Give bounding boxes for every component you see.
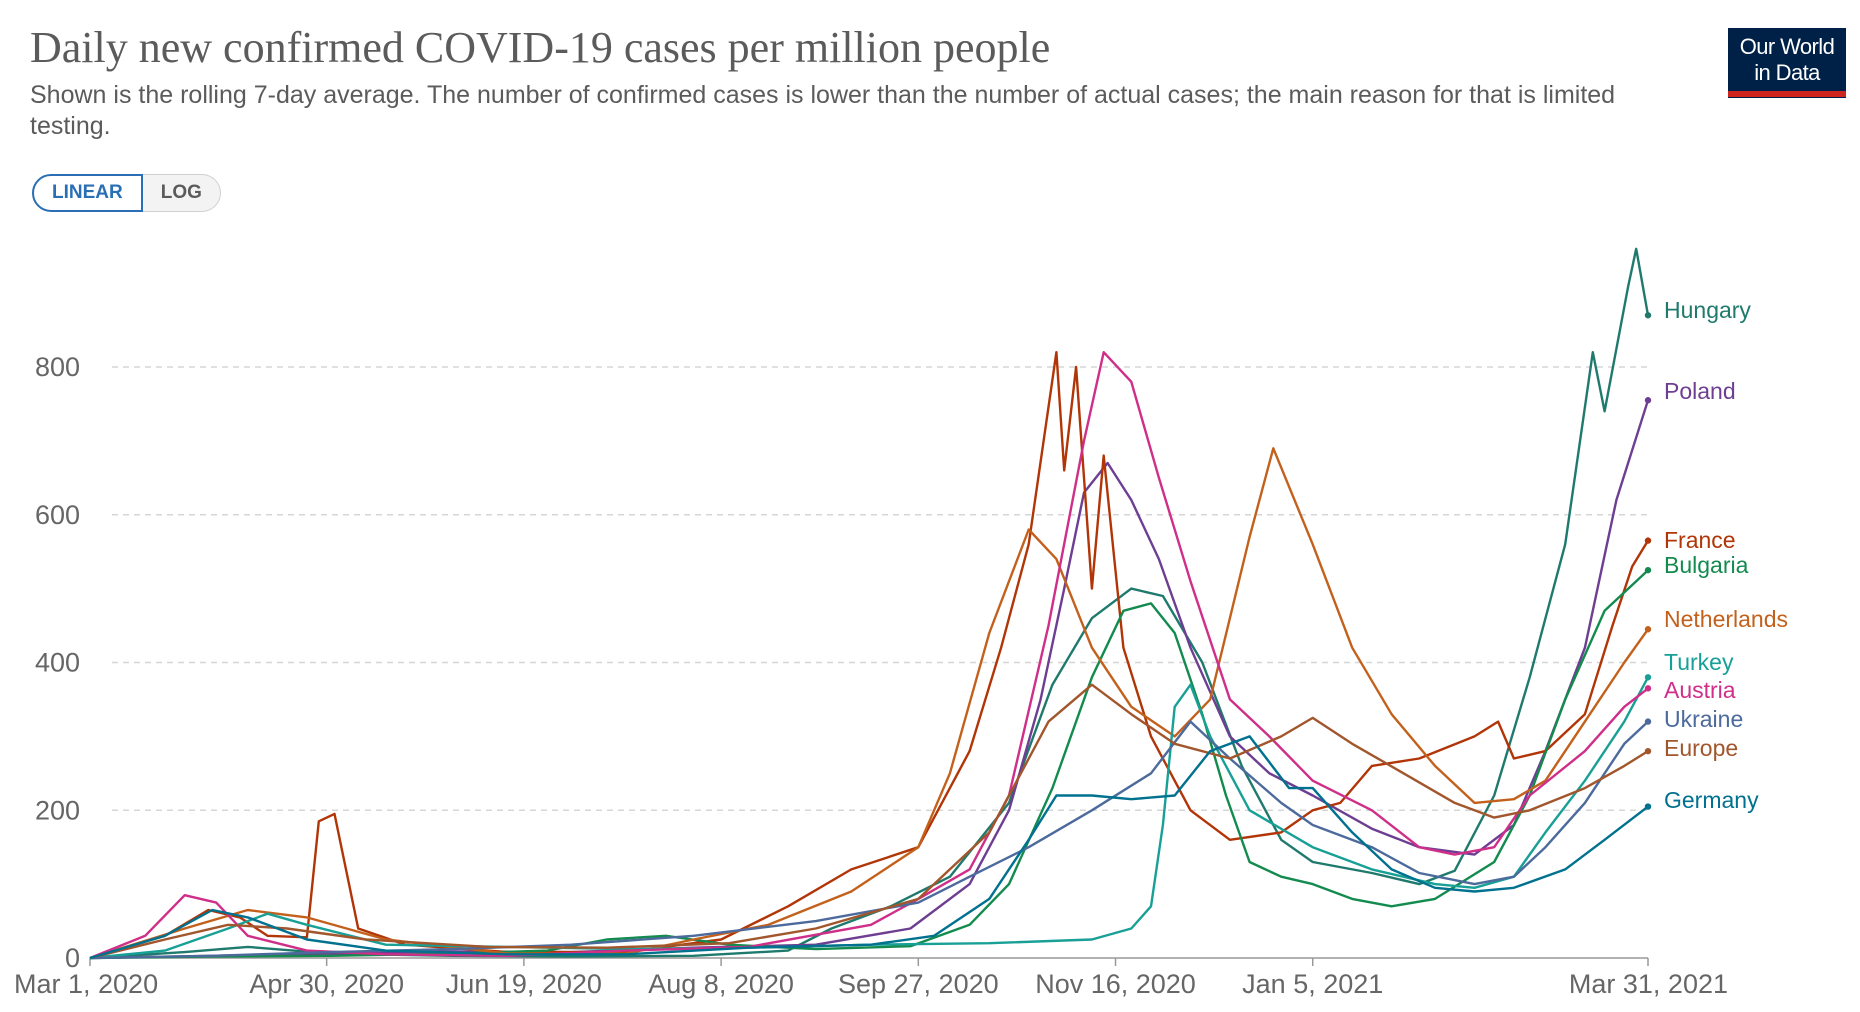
logo-line-2: in Data <box>1754 60 1820 85</box>
owid-logo[interactable]: Our World in Data <box>1728 28 1846 98</box>
series-label-poland[interactable]: Poland <box>1664 378 1736 404</box>
series-line-poland[interactable] <box>89 399 1650 960</box>
series-label-austria[interactable]: Austria <box>1664 677 1736 703</box>
series-label-germany[interactable]: Germany <box>1664 787 1759 813</box>
series-line-bulgaria[interactable] <box>89 569 1649 960</box>
scale-toggle: LINEAR LOG <box>32 174 221 212</box>
series-endpoint-europe <box>1644 747 1652 755</box>
axes: 0 200 400 600 800 Mar 1, 2020 Apr 30, 2020 Jun … <box>14 352 1728 999</box>
series-line-ukraine[interactable] <box>89 720 1649 960</box>
series-line-turkey[interactable] <box>89 676 1650 960</box>
y-tick-label: 400 <box>35 648 80 678</box>
linear-scale-button[interactable]: LINEAR <box>32 174 143 212</box>
x-tick-label: Nov 16, 2020 <box>1035 969 1196 999</box>
x-tick-label: Jun 19, 2020 <box>446 969 602 999</box>
series-label-bulgaria[interactable]: Bulgaria <box>1664 552 1749 578</box>
x-tick-label: Mar 31, 2021 <box>1569 969 1728 999</box>
log-scale-button[interactable]: LOG <box>142 174 221 212</box>
x-tick-label: Mar 1, 2020 <box>14 969 158 999</box>
series-endpoint-bulgaria <box>1644 566 1652 574</box>
logo-line-1: Our World <box>1739 34 1835 59</box>
series-label-ukraine[interactable]: Ukraine <box>1664 706 1743 732</box>
series-line-hungary[interactable] <box>89 247 1650 960</box>
series-endpoint-ukraine <box>1644 718 1652 725</box>
chart-subtitle: Shown is the rolling 7-day average. The … <box>30 81 1616 140</box>
series-line-netherlands[interactable] <box>89 447 1649 960</box>
series-label-hungary[interactable]: Hungary <box>1664 297 1751 323</box>
series-endpoint-germany <box>1644 803 1652 810</box>
y-tick-label: 200 <box>35 795 80 825</box>
x-tick-label: Jan 5, 2021 <box>1242 969 1383 999</box>
series-label-netherlands[interactable]: Netherlands <box>1664 606 1788 632</box>
y-tick-label: 800 <box>35 352 80 382</box>
y-tick-label: 600 <box>35 500 80 530</box>
chart-title: Daily new confirmed COVID-19 cases per m… <box>30 23 1051 72</box>
x-tick-label: Sep 27, 2020 <box>838 969 999 999</box>
series-label-france[interactable]: France <box>1664 527 1736 553</box>
series-lines <box>89 247 1652 960</box>
series-label-europe[interactable]: Europe <box>1664 735 1738 761</box>
series-endpoint-poland <box>1644 397 1652 404</box>
logo-accent-bar <box>1728 91 1846 97</box>
x-tick-label: Aug 8, 2020 <box>648 969 794 999</box>
series-endpoint-hungary <box>1644 312 1652 319</box>
series-line-europe[interactable] <box>89 683 1649 960</box>
series-label-turkey[interactable]: Turkey <box>1664 649 1734 675</box>
series-line-germany[interactable] <box>89 735 1649 960</box>
x-tick-label: Apr 30, 2020 <box>249 969 404 999</box>
gridlines <box>112 366 1648 811</box>
series-endpoint-netherlands <box>1644 626 1652 633</box>
series-endpoint-austria <box>1644 685 1652 692</box>
series-line-france[interactable] <box>89 351 1650 960</box>
series-line-austria[interactable] <box>89 351 1649 960</box>
series-endpoint-turkey <box>1644 674 1652 681</box>
series-endpoint-france <box>1644 537 1652 544</box>
y-tick-label: 0 <box>65 943 80 973</box>
